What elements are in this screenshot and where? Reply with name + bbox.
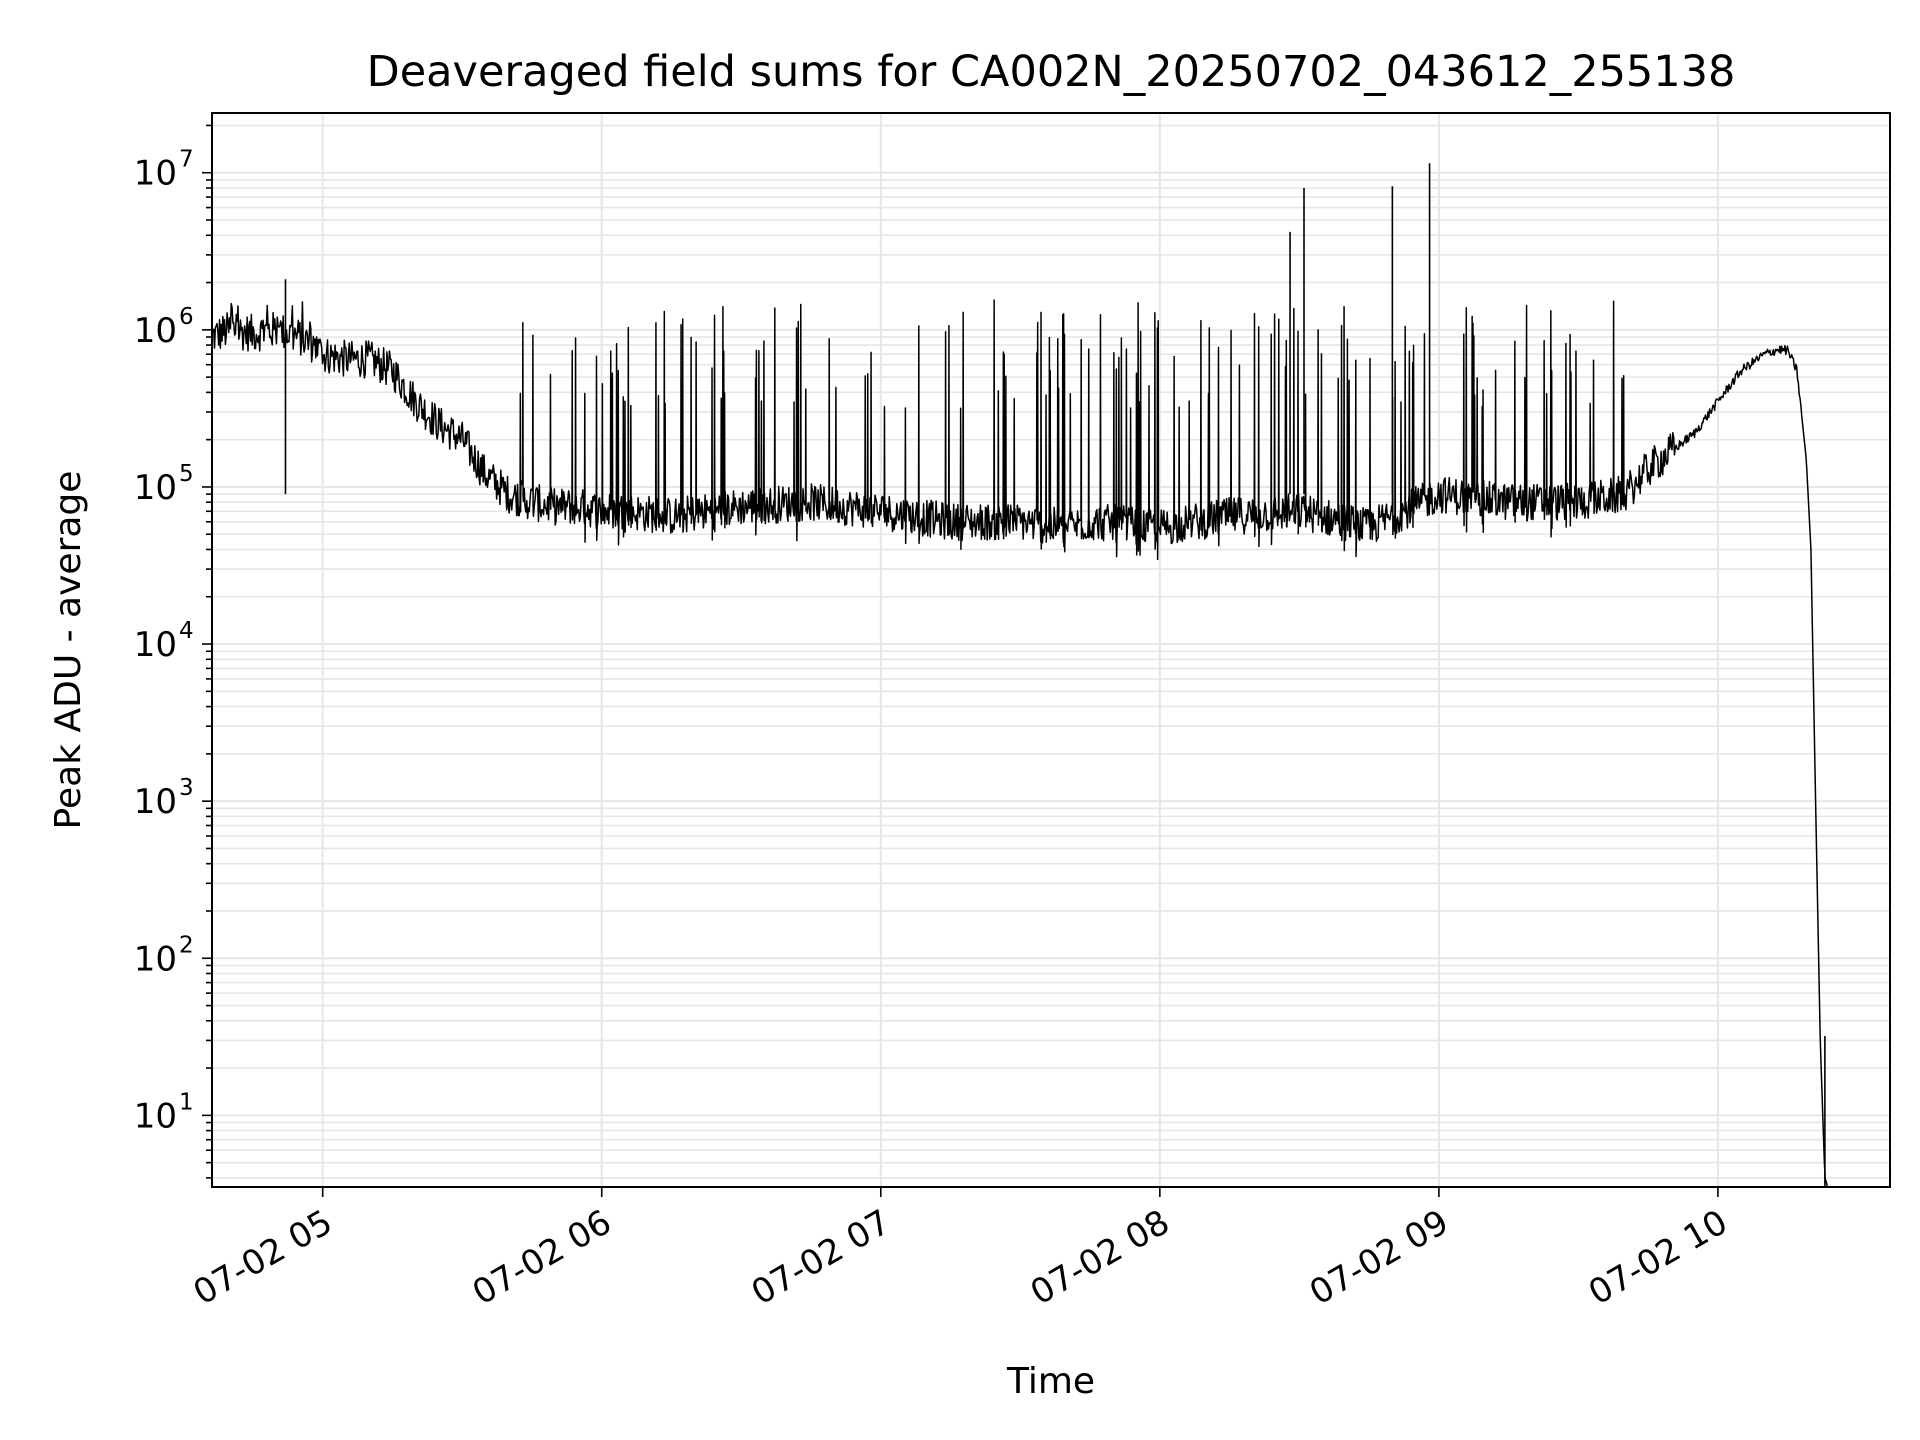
x-tick-label: 07-02 09 <box>1303 1202 1455 1313</box>
data-line <box>211 299 1828 1188</box>
x-tick-label: 07-02 10 <box>1582 1202 1734 1313</box>
chart-title: Deaveraged field sums for CA002N_2025070… <box>367 47 1736 97</box>
y-tick-base: 10 <box>134 625 177 665</box>
y-tick-label: 10 4 <box>134 618 194 665</box>
x-tick-label: 07-02 06 <box>466 1202 618 1313</box>
x-axis-label: Time <box>1006 1361 1095 1402</box>
grid-lines <box>212 113 1890 1187</box>
x-tick-label: 07-02 05 <box>187 1202 339 1313</box>
y-tick-exponent: 3 <box>179 775 194 801</box>
y-tick-base: 10 <box>134 1096 177 1136</box>
y-tick-label: 10 3 <box>134 775 194 822</box>
x-tick-label: 07-02 08 <box>1024 1202 1176 1313</box>
y-tick-base: 10 <box>134 311 177 351</box>
y-tick-exponent: 5 <box>179 461 194 487</box>
y-tick-base: 10 <box>134 782 177 822</box>
y-tick-base: 10 <box>134 468 177 508</box>
y-tick-label: 10 5 <box>134 461 194 508</box>
y-tick-label: 10 6 <box>134 304 194 351</box>
y-tick-base: 10 <box>134 939 177 979</box>
y-tick-label: 10 7 <box>134 147 194 194</box>
y-tick-exponent: 2 <box>179 932 194 958</box>
plot-frame <box>211 112 1891 1188</box>
data-series <box>211 163 1828 1188</box>
y-tick-exponent: 7 <box>179 147 194 173</box>
y-tick-base: 10 <box>134 154 177 194</box>
y-tick-exponent: 1 <box>179 1089 194 1115</box>
y-tick-label: 10 1 <box>134 1089 194 1136</box>
y-tick-exponent: 6 <box>179 304 194 330</box>
y-tick-label: 10 2 <box>134 932 194 979</box>
y-axis-label: Peak ADU - average <box>48 471 89 830</box>
x-tick-label: 07-02 07 <box>745 1202 897 1313</box>
y-tick-exponent: 4 <box>179 618 194 644</box>
